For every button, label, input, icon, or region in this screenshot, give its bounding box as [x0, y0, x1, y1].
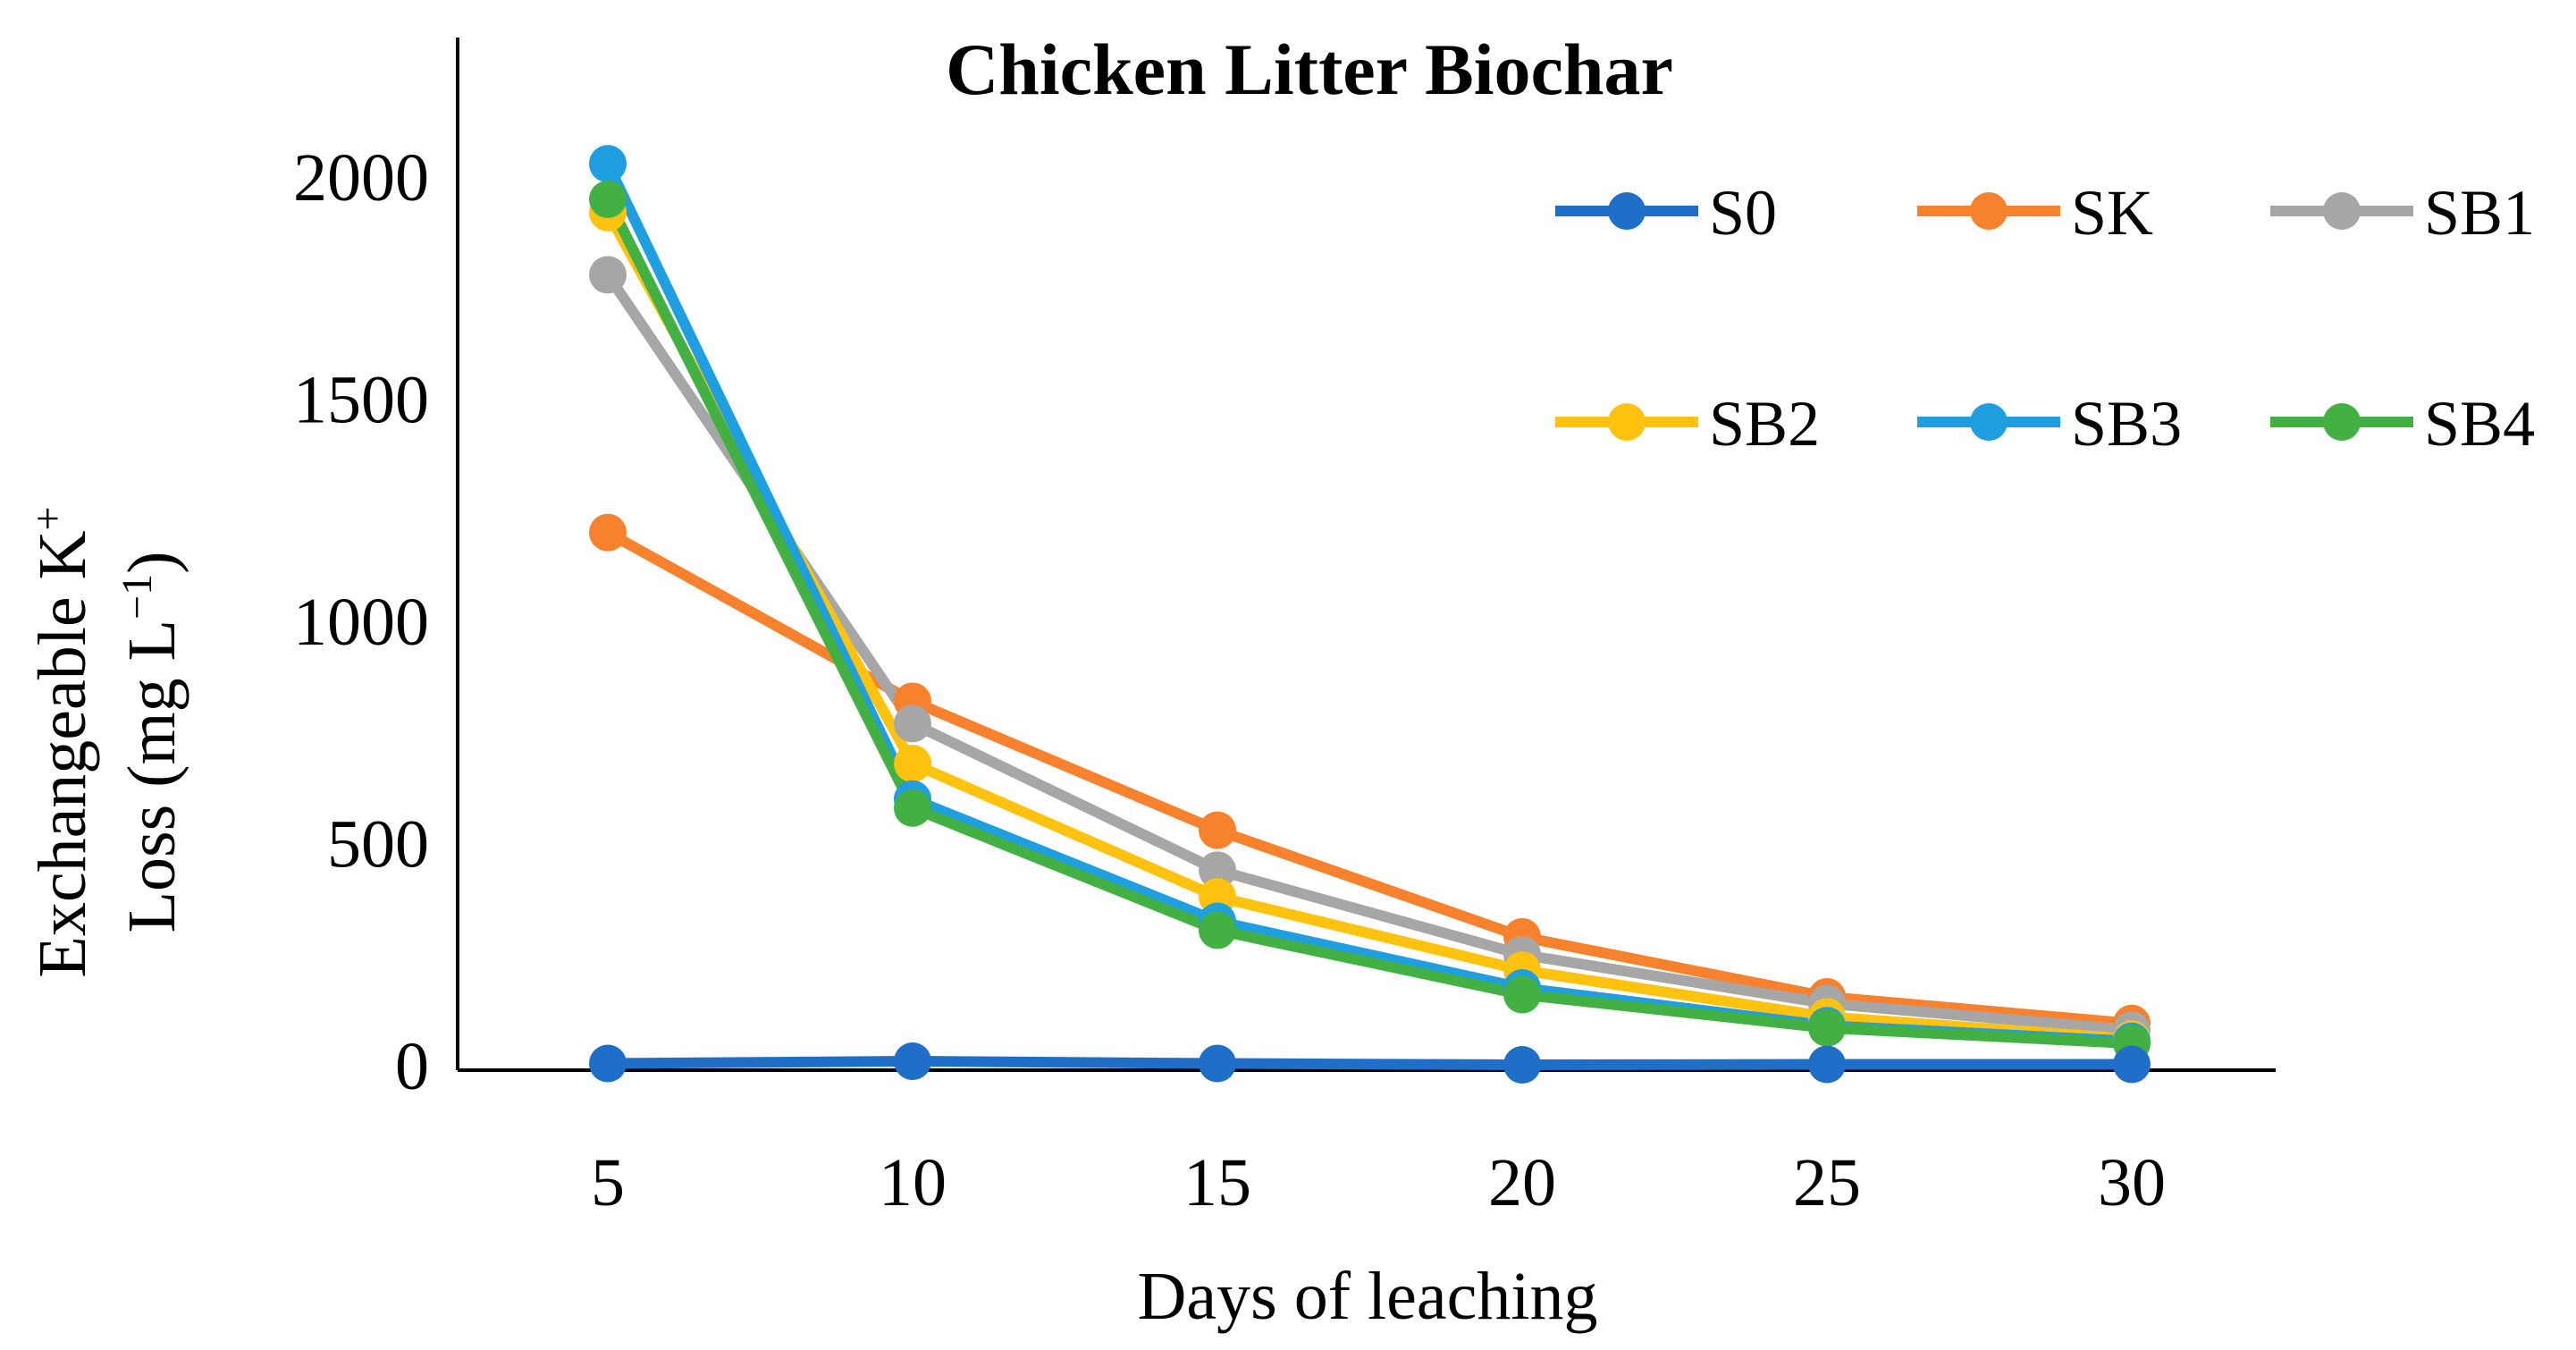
legend-label-sb2: SB2: [1709, 388, 1820, 460]
legend-label-sb3: SB3: [2071, 388, 2182, 460]
legend-marker-sb2: [1608, 403, 1646, 441]
x-axis-label: Days of leaching: [1138, 1259, 1598, 1334]
data-point-s0: [1199, 1044, 1236, 1083]
legend-label-sb4: SB4: [2424, 388, 2535, 460]
data-point-sb4: [589, 180, 627, 218]
legend-marker-sb1: [2323, 192, 2361, 230]
y-tick-label: 500: [327, 807, 429, 882]
data-point-sb4: [1199, 911, 1236, 949]
data-point-sb3: [589, 145, 627, 183]
x-tick-label: 20: [1488, 1145, 1556, 1220]
y-tick-label: 0: [395, 1029, 429, 1104]
data-point-sb2: [894, 745, 931, 783]
chart-title: Chicken Litter Biochar: [946, 29, 1673, 110]
legend-label-s0: S0: [1709, 177, 1777, 249]
data-point-sb4: [894, 789, 931, 827]
legend-marker-sb4: [2323, 403, 2361, 441]
legend-marker-sb3: [1970, 403, 2008, 441]
x-tick-label: 15: [1183, 1145, 1251, 1220]
series-line-sb4: [602, 193, 2137, 1050]
y-axis-label-line1: Exchangeable K+: [24, 506, 101, 977]
data-point-sb4: [1503, 975, 1541, 1014]
y-tick-label: 1000: [293, 585, 429, 660]
data-point-s0: [1808, 1045, 1846, 1084]
data-point-s0: [1503, 1046, 1541, 1084]
data-point-s0: [589, 1044, 627, 1083]
y-axis-label-text2: Loss (mg L: [114, 620, 189, 932]
series-line-sb1: [602, 269, 2137, 1036]
x-tick-label: 25: [1793, 1145, 1861, 1220]
y-axis-label-text3: ): [114, 552, 189, 574]
y-axis-label-line2: Loss (mg L−1): [114, 552, 190, 933]
legend-label-sk: SK: [2071, 177, 2153, 249]
y-axis-label-text1: Exchangeable K: [25, 530, 100, 977]
legend-label-sb1: SB1: [2424, 177, 2535, 249]
data-point-sk: [1199, 811, 1236, 849]
y-axis-label-sup1: +: [24, 506, 72, 530]
series-line-s0: [602, 1056, 2137, 1071]
data-point-sb1: [894, 705, 931, 743]
x-tick-label: 30: [2098, 1145, 2166, 1220]
y-tick-label: 2000: [293, 140, 429, 215]
y-tick-label: 1500: [293, 363, 429, 438]
data-point-sk: [589, 513, 627, 552]
legend-marker-sk: [1970, 192, 2008, 230]
data-point-sb4: [1808, 1008, 1846, 1047]
legend-marker-s0: [1608, 192, 1646, 230]
data-point-s0: [894, 1042, 931, 1081]
x-tick-label: 5: [591, 1145, 625, 1220]
data-point-s0: [2113, 1045, 2151, 1084]
legend: S0 SK SB1 SB2 SB3 SB4: [1555, 177, 2535, 460]
data-point-sb1: [589, 256, 627, 294]
y-axis-label-sup2: −1: [114, 574, 161, 620]
data-point-sb1: [1199, 851, 1236, 890]
x-tick-label: 10: [879, 1145, 947, 1220]
series-line-sb2: [602, 207, 2137, 1045]
